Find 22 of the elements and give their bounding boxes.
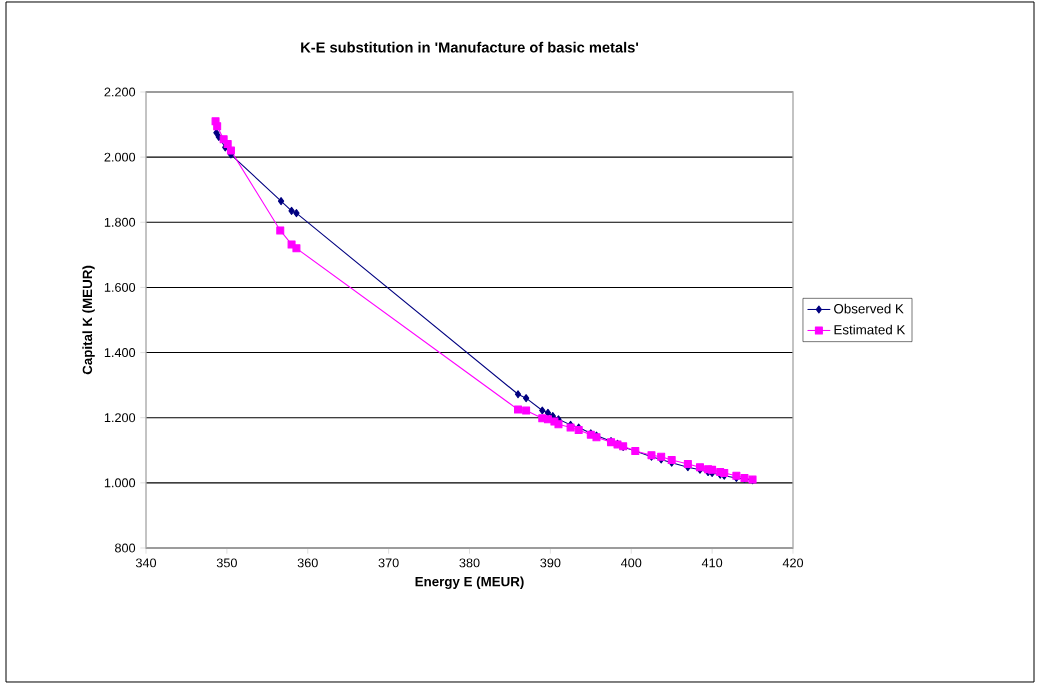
x-tick-label: 350 [216,558,237,568]
y-tick-label: 1.800 [104,217,136,227]
y-tick-label: 1.200 [104,413,136,423]
y-tick-label: 1.000 [104,478,136,488]
chart-title: K-E substitution in 'Manufacture of basic metals' [301,41,639,53]
y-tick-label: 2.000 [104,152,136,162]
x-tick-label: 360 [297,558,318,568]
x-tick-label: 370 [378,558,399,568]
x-tick-label: 420 [782,558,804,568]
y-tick-label: 1.400 [104,348,136,358]
x-tick-label: 390 [540,558,561,568]
y-tick-label: 2.200 [104,87,136,97]
legend-label: Observed K [834,303,904,314]
y-tick-label: 1.600 [104,282,136,292]
x-tick-label: 400 [620,558,642,568]
y-axis-title: Capital K (MEUR) [82,265,95,375]
x-tick-label: 340 [135,558,157,568]
y-tick-label: 800 [115,543,136,553]
x-tick-label: 380 [459,558,480,568]
x-axis-title: Energy E (MEUR) [415,576,524,589]
legend-label: Estimated K [834,324,906,335]
x-tick-label: 410 [701,558,723,568]
